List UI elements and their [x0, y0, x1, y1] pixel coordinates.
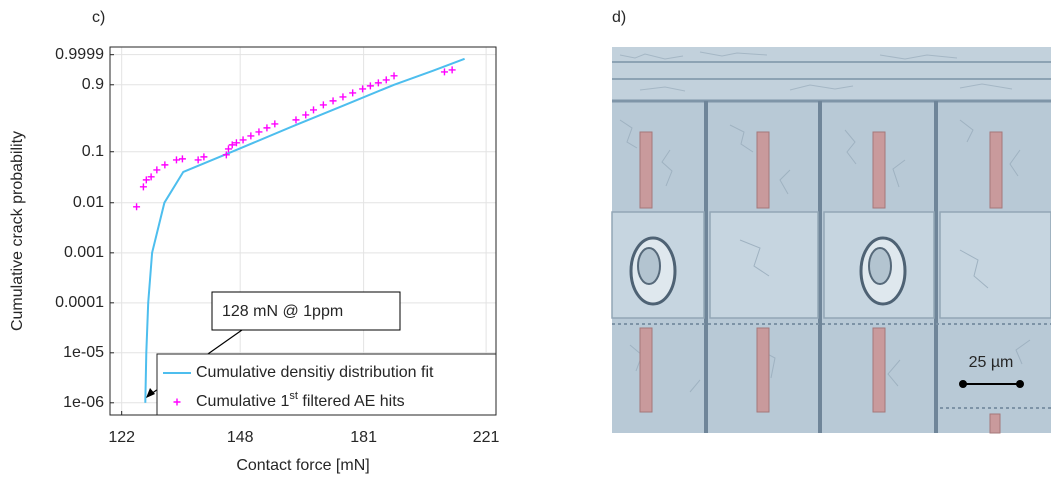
x-tick-label: 221: [473, 429, 500, 446]
x-tick-label: 181: [350, 429, 377, 446]
point: [239, 136, 247, 144]
point: [224, 145, 232, 153]
x-tick-label: 148: [227, 429, 254, 446]
x-tick-label: 122: [108, 429, 135, 446]
fit-line: [144, 57, 465, 403]
point: [133, 203, 141, 211]
legend: [156, 353, 497, 416]
panel-label: d): [612, 9, 626, 26]
point: [232, 139, 240, 147]
point: [302, 111, 310, 119]
annotation: 128 mN @ 1ppm: [222, 303, 343, 320]
point: [153, 166, 161, 174]
point: [142, 176, 150, 184]
point: [390, 72, 398, 80]
point: [329, 97, 337, 105]
point: [172, 156, 180, 164]
legend-label: Cumulative densitiy distribution fit: [196, 364, 434, 381]
point: [247, 132, 255, 140]
point: [292, 116, 300, 124]
point: [263, 124, 271, 132]
point: [255, 128, 263, 136]
point: [228, 141, 236, 149]
legend-label: Cumulative 1st filtered AE hits: [196, 390, 405, 410]
point: [440, 68, 448, 76]
y-tick-label: 1e-06: [63, 394, 104, 411]
point: [161, 161, 169, 169]
point: [349, 89, 357, 97]
point: [178, 155, 186, 163]
arrow-head: [146, 388, 155, 398]
point: [147, 173, 155, 181]
y-tick-label: 0.001: [64, 244, 104, 261]
point: [374, 79, 382, 87]
legend-swatch: [173, 398, 181, 406]
grid: [110, 47, 496, 415]
y-tick-label: 1e-05: [63, 344, 104, 361]
marks: [110, 54, 487, 415]
panel-label: c): [92, 9, 105, 26]
micrograph: 25 µm: [611, 47, 1051, 434]
y-tick-label: 0.9999: [55, 46, 104, 63]
point: [222, 151, 230, 159]
y-tick-label: 0.01: [73, 194, 104, 211]
y-axis-label: Cumulative crack probability: [9, 131, 26, 331]
annotation-box: [211, 291, 401, 331]
y-tick-label: 0.1: [82, 143, 104, 160]
point: [448, 66, 456, 74]
point: [310, 106, 318, 114]
point: [359, 85, 367, 93]
point: [200, 153, 208, 161]
y-tick-label: 0.9: [82, 76, 104, 93]
point: [271, 120, 279, 128]
x-axis-label: Contact force [mN]: [236, 457, 369, 474]
point: [194, 156, 202, 164]
legend-entries: Cumulative densitiy distribution fit Cumu…: [163, 364, 434, 410]
point: [366, 82, 374, 90]
point: [319, 101, 327, 109]
y-tick-label: 0.0001: [55, 294, 104, 311]
point: [139, 183, 147, 191]
point: [339, 93, 347, 101]
point: [382, 76, 390, 84]
scale-bar-label: 25 µm: [969, 354, 1014, 371]
